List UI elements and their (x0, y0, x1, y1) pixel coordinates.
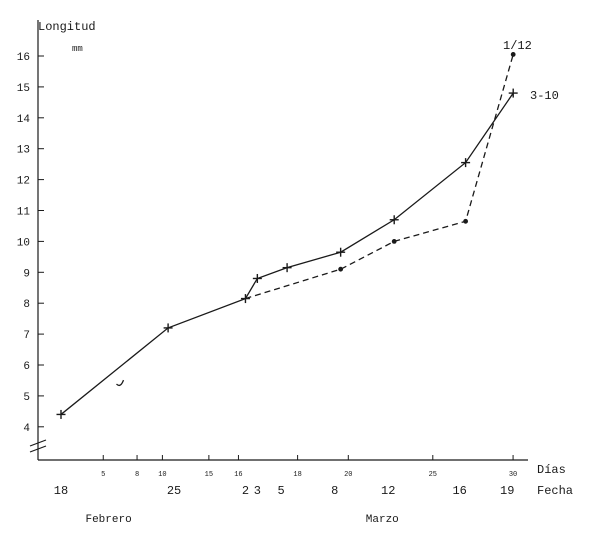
y-tick-label: 8 (23, 299, 30, 311)
day-tick-label: 8 (135, 471, 139, 479)
y-axis-unit: mm (72, 44, 83, 54)
series-1-12-point (463, 218, 468, 224)
date-label: 19 (500, 484, 514, 498)
y-tick-label: 5 (23, 392, 30, 404)
series-1-12-point (510, 52, 516, 57)
y-tick-label: 10 (17, 237, 30, 249)
day-tick-label: 18 (293, 471, 301, 479)
series-1-12-point (391, 239, 397, 244)
day-tick-label: 16 (234, 471, 242, 479)
y-tick-label: 11 (17, 207, 31, 219)
stray-mark (116, 379, 125, 387)
series-3-10-point (461, 158, 471, 168)
y-tick-label: 6 (23, 361, 30, 373)
series-3-10-point (508, 88, 518, 98)
y-tick-label: 12 (17, 176, 30, 188)
y-tick-label: 16 (17, 52, 30, 64)
date-label: 25 (167, 484, 181, 498)
y-ticks: 4 5 6 7 8 9 10 11 12 13 14 15 16 (17, 52, 44, 435)
axis-break-mark (29, 439, 47, 453)
date-label: 5 (278, 484, 285, 498)
series-3-10-point (56, 409, 66, 419)
series-line-1-12 (245, 54, 514, 300)
series-3-10-point (163, 323, 173, 333)
series-label-1-12: 1/12 (503, 39, 532, 53)
x-axis-days-title: Días (537, 463, 566, 477)
y-tick-label: 7 (23, 330, 30, 342)
series-3-10-point (336, 247, 346, 257)
month-labels: Febrero Marzo (85, 514, 398, 526)
x-axis-dates-title: Fecha (537, 484, 573, 498)
series-line-3-10 (60, 92, 514, 415)
series-3-10-point (252, 273, 262, 283)
y-tick-label: 9 (23, 268, 30, 280)
day-tick-label: 25 (429, 471, 437, 479)
date-label: 16 (452, 484, 466, 498)
month-label: Febrero (85, 514, 131, 526)
date-label: 8 (331, 484, 338, 498)
date-labels: 18 25 2 3 5 8 12 16 19 (54, 484, 515, 498)
series-label-3-10: 3-10 (530, 89, 559, 103)
day-tick-label: 5 (101, 471, 105, 479)
day-tick-label: 20 (344, 471, 352, 479)
series-3-10-point (389, 215, 399, 225)
month-label: Marzo (366, 514, 399, 526)
y-tick-label: 14 (17, 114, 31, 126)
y-tick-label: 15 (17, 83, 30, 95)
date-label: 2 (242, 484, 249, 498)
day-tick-label: 30 (509, 471, 517, 479)
date-label: 18 (54, 484, 68, 498)
series-1-12-point (338, 266, 344, 272)
y-tick-label: 13 (17, 145, 30, 157)
days-ticks: 5 8 10 15 16 18 20 25 30 (101, 455, 517, 479)
day-tick-label: 10 (158, 471, 166, 479)
y-axis-title: Longitud (38, 20, 96, 34)
date-label: 12 (381, 484, 395, 498)
series-3-10-point (282, 263, 292, 273)
date-label: 3 (254, 484, 261, 498)
day-tick-label: 15 (205, 471, 213, 479)
series-layer (56, 52, 518, 419)
y-tick-label: 4 (23, 423, 30, 435)
